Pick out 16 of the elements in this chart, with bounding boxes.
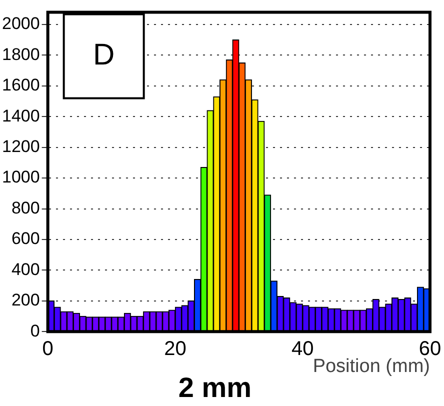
y-tick-label: 2000 (2, 14, 40, 34)
y-tick-label: 1800 (2, 44, 40, 64)
y-tick-label: 400 (11, 260, 40, 279)
y-tick-label: 600 (11, 229, 40, 248)
y-tick-label: 1400 (2, 106, 40, 126)
text: 2 mm (178, 372, 252, 403)
y-tick-label: 1000 (2, 168, 40, 187)
y-tick-label: 200 (11, 290, 40, 310)
y-tick-label: 1600 (2, 76, 40, 95)
x-tick-label: 20 (164, 338, 186, 360)
y-tick-label: 0 (30, 321, 40, 340)
x-axis-title: Position (mm) (312, 356, 430, 378)
annotation: D (92, 38, 115, 72)
y-tick-label: 1200 (2, 137, 40, 156)
x-tick-label: 40 (291, 338, 314, 360)
y-tick-label: 800 (11, 198, 40, 218)
